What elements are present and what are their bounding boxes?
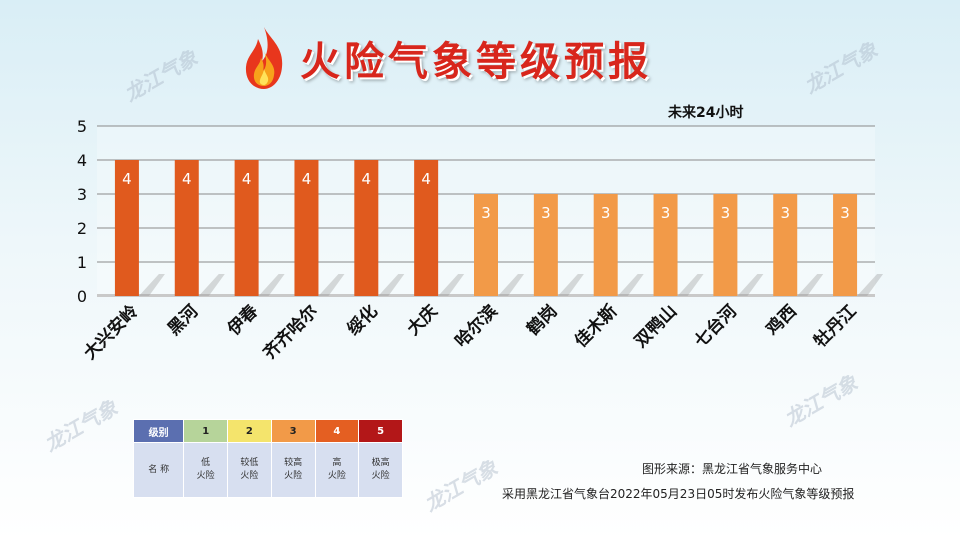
y-tick-label: 2 xyxy=(77,219,87,238)
x-tick-label: 绥化 xyxy=(343,301,382,340)
legend-header-label: 级别 xyxy=(132,419,185,443)
y-tick-label: 4 xyxy=(77,151,87,170)
bar xyxy=(713,194,738,296)
legend-name-5: 极高 火险 xyxy=(358,442,403,498)
forecast-note: 采用黑龙江省气象台2022年05月23日05时发布火险气象等级预报 xyxy=(502,487,855,501)
bar-shadow xyxy=(198,274,225,296)
level-legend: 级别 1 2 3 4 5 名 称 低火险 较低 火险 较高 火险 高火险 极高 火险 xyxy=(132,419,403,498)
bar-value-label: 3 xyxy=(481,204,491,222)
bar-value-label: 4 xyxy=(421,170,431,188)
legend-level-2: 2 xyxy=(227,419,272,443)
y-tick-label: 1 xyxy=(77,253,87,272)
bar-value-label: 3 xyxy=(840,204,850,222)
y-tick-label: 3 xyxy=(77,185,87,204)
bar xyxy=(354,160,379,296)
chart-subtitle: 未来24小时 xyxy=(668,105,744,121)
x-tick-label: 齐齐哈尔 xyxy=(259,301,322,364)
bar-shadow xyxy=(378,274,405,296)
bar-value-label: 3 xyxy=(780,204,790,222)
y-tick-label: 5 xyxy=(77,117,87,136)
y-tick-label: 0 xyxy=(77,287,87,306)
x-tick-label: 双鸭山 xyxy=(630,301,681,352)
x-tick-label: 鸡西 xyxy=(761,301,801,341)
bar xyxy=(174,160,199,296)
bar-shadow xyxy=(318,274,345,296)
x-tick-label: 大兴安岭 xyxy=(80,301,143,364)
flame-icon xyxy=(245,27,283,89)
bar xyxy=(833,194,858,296)
bar-value-label: 3 xyxy=(541,204,551,222)
bar-chart: 0 1 2 3 4 5 4 大兴安岭 4 黑河 4 伊春 4 齐齐哈尔 4 绥化 4 大庆 3 哈尔滨 3 鹤岗 3 佳木斯 3… xyxy=(77,117,884,364)
x-tick-label: 七台河 xyxy=(690,301,741,352)
bar-shadow xyxy=(737,274,764,296)
watermark: 龙江气象 xyxy=(420,455,502,517)
x-tick-label: 哈尔滨 xyxy=(451,301,502,352)
bar xyxy=(773,194,798,296)
x-tick-label: 鹤岗 xyxy=(522,301,561,340)
x-tick-label: 伊春 xyxy=(223,301,263,341)
bar xyxy=(114,160,139,296)
bar xyxy=(414,160,439,296)
bar-shadow xyxy=(617,274,644,296)
legend-name-1: 低火险 xyxy=(183,442,229,498)
bar-shadow xyxy=(857,274,884,296)
legend-name-3: 较高 火险 xyxy=(270,442,316,498)
bar xyxy=(593,194,618,296)
x-tick-label: 黑河 xyxy=(164,301,202,339)
bar-shadow xyxy=(557,274,584,296)
legend-name-row: 名 称 低火险 较低 火险 较高 火险 高火险 极高 火险 xyxy=(132,442,403,498)
bar xyxy=(294,160,319,296)
legend-name-label: 名 称 xyxy=(132,442,185,498)
page-title: 火险气象等级预报 xyxy=(300,39,652,85)
bar xyxy=(474,194,498,296)
x-tick-label: 大庆 xyxy=(403,301,442,340)
bar-value-label: 3 xyxy=(601,204,611,222)
bar-value-label: 3 xyxy=(661,204,671,222)
bar-shadow xyxy=(498,274,524,296)
bar-shadow xyxy=(138,274,165,296)
legend-name-2: 较低 火险 xyxy=(227,442,272,498)
bar-value-label: 4 xyxy=(362,170,372,188)
legend-level-row: 级别 1 2 3 4 5 xyxy=(132,419,403,443)
bar-value-label: 4 xyxy=(122,170,132,188)
bar-value-label: 4 xyxy=(302,170,312,188)
watermark: 龙江气象 xyxy=(40,395,122,457)
bar-shadow xyxy=(677,274,704,296)
bar xyxy=(533,194,558,296)
legend-level-4: 4 xyxy=(314,419,360,443)
bar-shadow xyxy=(258,274,285,296)
bar xyxy=(234,160,259,296)
title-bar: 火险气象等级预报 xyxy=(240,22,720,94)
bar-shadow xyxy=(438,274,465,296)
legend-name-4: 高火险 xyxy=(314,442,360,498)
x-tick-label: 牡丹江 xyxy=(810,301,861,352)
legend-level-3: 3 xyxy=(270,419,316,443)
legend-level-1: 1 xyxy=(183,419,229,443)
x-tick-label: 佳木斯 xyxy=(570,301,621,352)
bar-value-label: 4 xyxy=(182,170,192,188)
legend-level-5: 5 xyxy=(358,419,403,443)
bar xyxy=(653,194,678,296)
bar-value-label: 4 xyxy=(242,170,252,188)
source-text: 图形来源：黑龙江省气象服务中心 xyxy=(642,462,823,476)
bar-value-label: 3 xyxy=(721,204,731,222)
bar-shadow xyxy=(797,274,824,296)
